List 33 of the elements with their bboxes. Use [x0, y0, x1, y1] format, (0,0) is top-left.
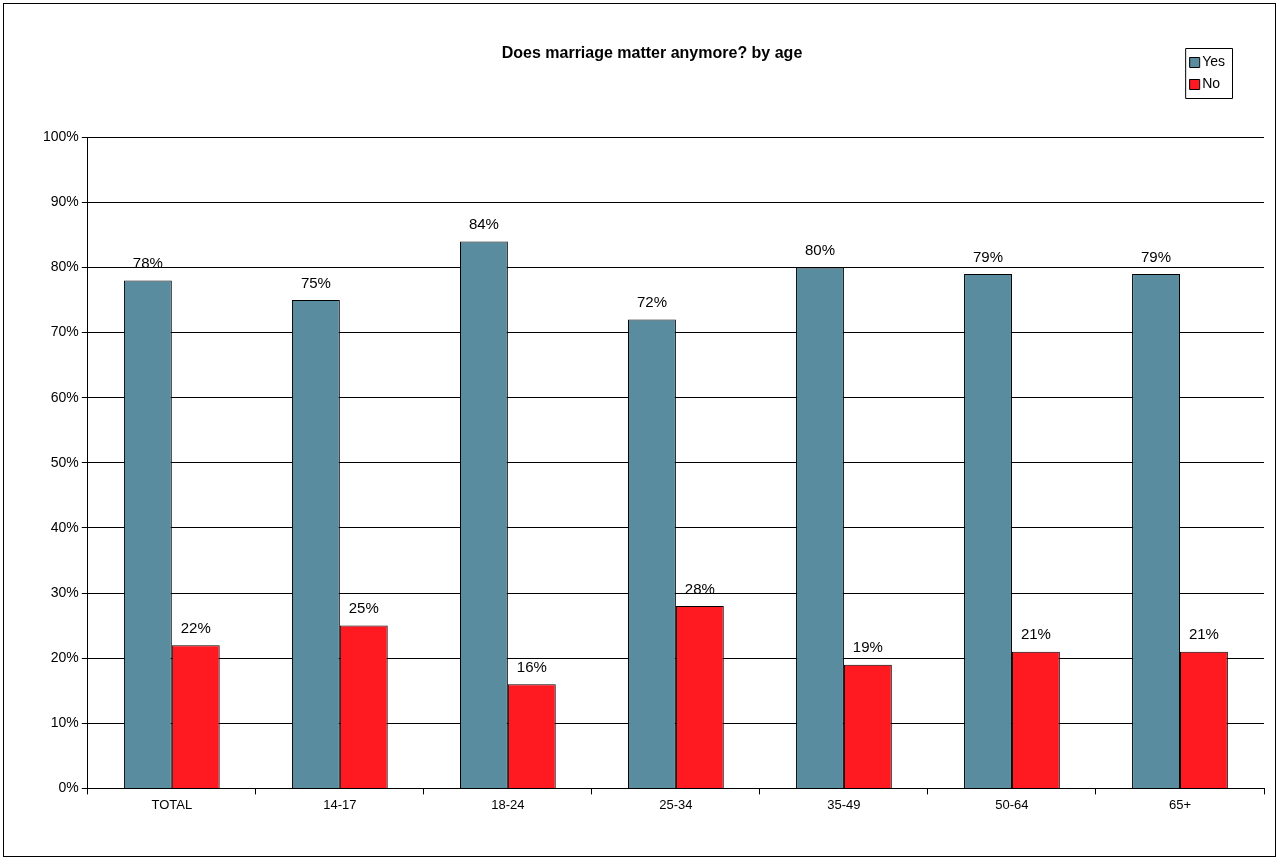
- data-label: 21%: [1188, 625, 1219, 643]
- data-label: 72%: [636, 293, 667, 311]
- legend-label: Yes: [1202, 52, 1225, 69]
- x-tick-label: 25-34: [659, 796, 693, 812]
- y-tick-label: 30%: [50, 583, 79, 600]
- data-label: 84%: [468, 215, 499, 233]
- y-tick-label: 10%: [50, 714, 79, 731]
- x-tick-label: 18-24: [491, 796, 525, 812]
- data-label: 79%: [973, 247, 1004, 265]
- data-label: 25%: [348, 599, 379, 617]
- y-tick-label: 70%: [50, 323, 79, 340]
- y-tick-label: 60%: [50, 388, 79, 405]
- y-tick-label: 100%: [42, 128, 79, 145]
- chart-title: Does marriage matter anymore? by age: [501, 44, 803, 62]
- x-tick-label: 35-49: [827, 796, 861, 812]
- x-tick-label: TOTAL: [151, 796, 193, 812]
- legend-label: No: [1202, 74, 1221, 91]
- data-label: 80%: [804, 241, 835, 259]
- y-tick-label: 0%: [58, 779, 79, 796]
- y-tick-label: 80%: [50, 258, 79, 275]
- x-tick-label: 14-17: [323, 796, 357, 812]
- y-tick-label: 40%: [50, 518, 79, 535]
- data-label: 21%: [1020, 625, 1051, 643]
- data-label: 16%: [516, 657, 547, 675]
- x-tick-label: 65+: [1168, 796, 1192, 812]
- data-label: 22%: [180, 618, 211, 636]
- data-label: 79%: [1141, 247, 1172, 265]
- y-tick-label: 90%: [50, 193, 79, 210]
- data-label: 19%: [852, 638, 883, 656]
- x-tick-label: 50-64: [995, 796, 1029, 812]
- y-tick-label: 50%: [50, 453, 79, 470]
- y-tick-label: 20%: [50, 649, 79, 666]
- data-label: 75%: [300, 273, 331, 291]
